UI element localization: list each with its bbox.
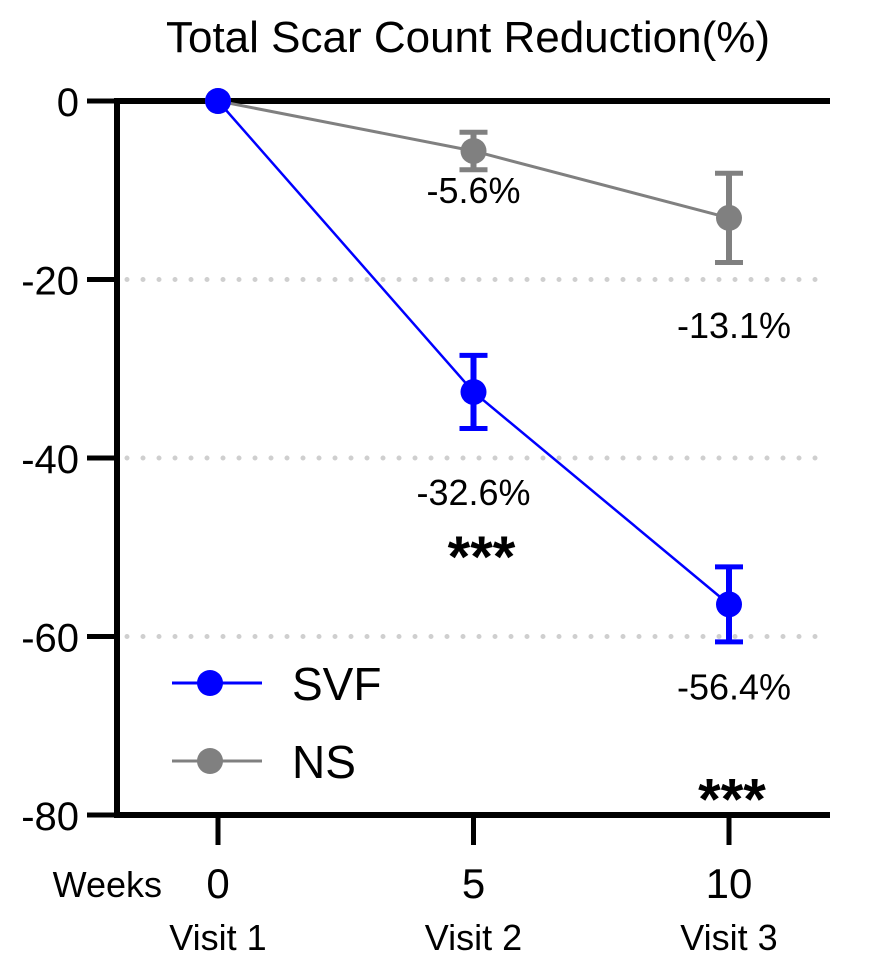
data-label: -56.4% xyxy=(677,666,791,707)
y-tick-label: 0 xyxy=(57,81,79,125)
data-point xyxy=(716,204,742,231)
significance-marker: *** xyxy=(448,525,516,590)
series-ns: -5.6% -13.1% xyxy=(205,88,791,346)
data-label: -32.6% xyxy=(416,472,530,513)
chart-title: Total Scar Count Reduction(%) xyxy=(166,13,770,62)
y-tick-label: -40 xyxy=(21,438,79,482)
data-point xyxy=(205,88,231,114)
data-point xyxy=(460,378,487,405)
legend-marker xyxy=(197,748,223,774)
x-sublabel: Visit 2 xyxy=(425,917,522,958)
x-tick-label: 0 xyxy=(206,860,229,907)
y-tick-label: -80 xyxy=(21,795,79,839)
y-tick-label: -60 xyxy=(21,617,79,661)
x-axis-label: Weeks xyxy=(53,864,162,905)
x-sublabel: Visit 3 xyxy=(680,917,777,958)
x-sublabel: Visit 1 xyxy=(169,917,266,958)
data-label: -5.6% xyxy=(426,170,520,211)
significance-marker: *** xyxy=(698,767,766,832)
data-point xyxy=(460,137,487,164)
data-label: -13.1% xyxy=(677,305,791,346)
series-svf: -32.6% *** -56.4% *** xyxy=(205,88,791,832)
x-tick-label: 5 xyxy=(462,860,485,907)
legend-marker xyxy=(197,670,223,696)
legend-label: NS xyxy=(292,736,356,788)
x-tick-label: 10 xyxy=(706,860,753,907)
y-tick-label: -20 xyxy=(21,260,79,304)
data-point xyxy=(716,591,742,618)
legend-label: SVF xyxy=(292,658,381,710)
